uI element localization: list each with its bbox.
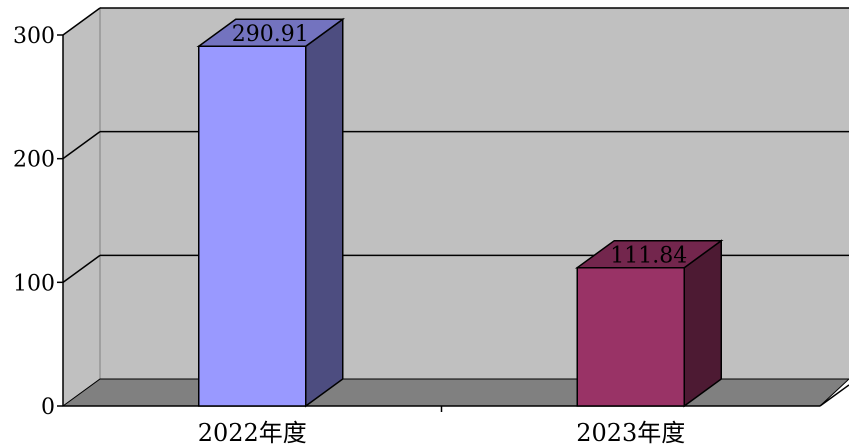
x-tick-label: 2023年度 [576, 419, 685, 446]
bar-1 [196, 17, 346, 408]
side-wall [62, 7, 101, 407]
x-tick-label: 2022年度 [198, 419, 307, 446]
labels: 290.91 2022年度 111.84 2023年度 [198, 22, 688, 446]
chart-walls [61, 7, 849, 407]
y-tick-label: 300 [13, 24, 55, 49]
axes: 0 100 200 300 [13, 24, 849, 420]
bar-top [196, 18, 346, 47]
y-tick-label: 100 [13, 271, 55, 296]
bar-2 [574, 239, 724, 408]
bar-top [574, 239, 724, 269]
data-label: 290.91 [232, 22, 309, 47]
floor [61, 378, 849, 407]
bar-side [683, 239, 722, 408]
bar-side [305, 17, 344, 408]
bars [196, 17, 724, 408]
x-axis-depth-line [819, 384, 849, 407]
gridline-side [62, 254, 101, 283]
y-tick-label: 200 [13, 148, 55, 173]
gridline-side [62, 131, 101, 160]
bar-front [576, 266, 685, 407]
data-label: 111.84 [610, 244, 687, 269]
y-tick-label: 0 [41, 395, 55, 420]
gridline-side [62, 7, 101, 36]
bar-front [198, 45, 307, 407]
